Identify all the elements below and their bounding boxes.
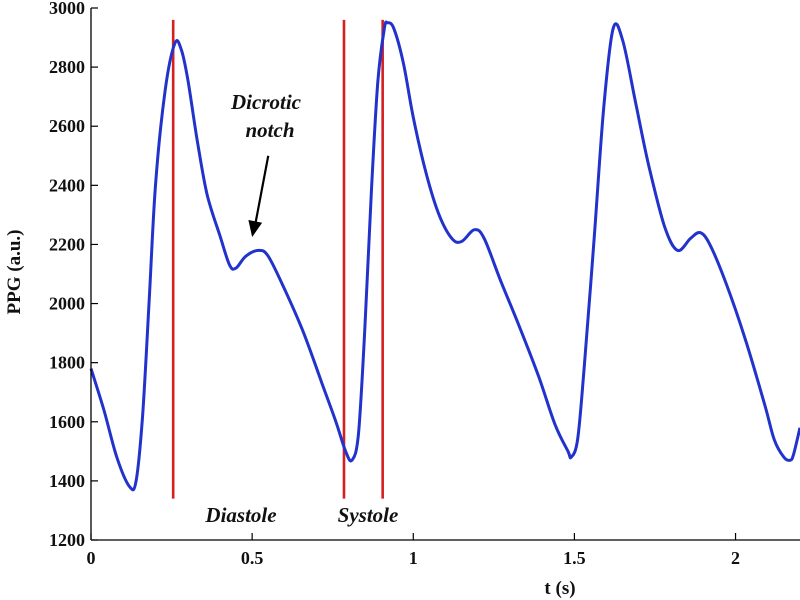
dicrotic-arrow-head [248, 219, 263, 238]
y-tick-label: 2600 [49, 116, 85, 136]
y-tick-label: 1800 [49, 353, 85, 373]
y-tick-label: 1600 [49, 412, 85, 432]
y-tick-label: 2800 [49, 57, 85, 77]
axes: 1200 1400 1600 1800 2000 2200 2400 2600 2800 3000… [49, 0, 800, 568]
marker-lines [171, 19, 384, 499]
x-tick-label: 1 [409, 548, 418, 568]
series-group [89, 20, 800, 492]
x-tick-label: 2 [731, 548, 740, 568]
x-tick-label: 0 [87, 548, 96, 568]
y-axis-label: PPG (a.u.) [4, 230, 25, 315]
dicrotic-label-line1: Dicrotic [230, 90, 302, 114]
y-tick-label: 2000 [49, 294, 85, 314]
ppg-series-line [89, 20, 800, 492]
annotations: Dicrotic notch Diastole Systole [204, 90, 398, 527]
systole-label: Systole [338, 503, 399, 527]
dicrotic-label-line2: notch [245, 118, 294, 142]
x-tick-label: 1.5 [563, 548, 586, 568]
x-axis-label: t (s) [544, 578, 575, 599]
diastole-label: Diastole [204, 503, 276, 527]
y-tick-label: 1200 [49, 530, 85, 550]
dicrotic-arrow-shaft [254, 155, 270, 226]
y-tick-label: 2400 [49, 175, 85, 195]
x-tick-label: 0.5 [241, 548, 264, 568]
y-tick-label: 2200 [49, 234, 85, 254]
y-tick-label: 3000 [49, 0, 85, 18]
y-tick-label: 1400 [49, 471, 85, 491]
